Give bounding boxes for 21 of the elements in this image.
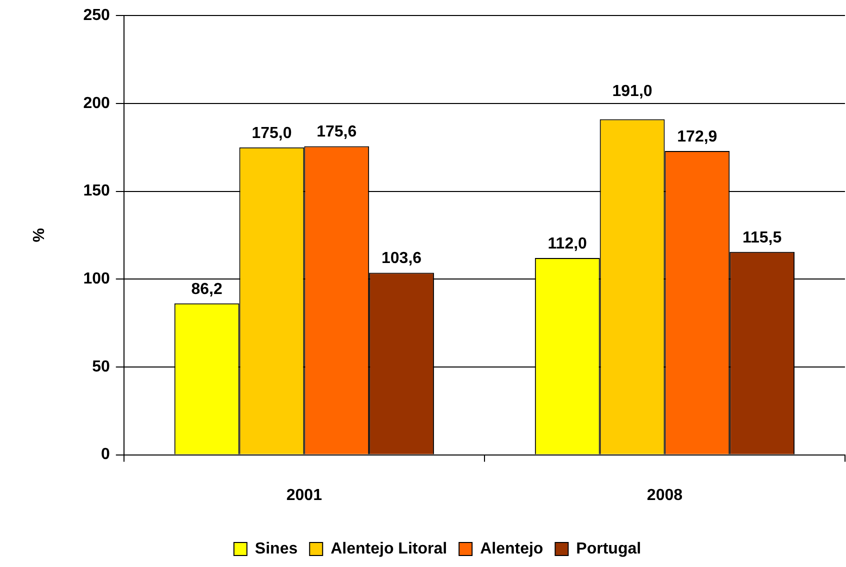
data-label: 103,6 <box>381 250 422 268</box>
y-tick-label: 0 <box>100 446 110 464</box>
legend-label: Alentejo <box>480 540 544 558</box>
y-tick-label: 100 <box>83 270 110 288</box>
data-label: 175,0 <box>252 124 292 142</box>
data-label: 172,9 <box>677 128 718 146</box>
legend-label: Alentejo Litoral <box>330 540 448 558</box>
data-label: 191,0 <box>612 82 652 100</box>
x-tick-label: 2001 <box>286 486 322 504</box>
y-tick-label: 250 <box>83 7 110 24</box>
data-label: 175,6 <box>316 124 357 141</box>
y-tick-label: 200 <box>83 94 110 112</box>
y-axis-title: % <box>31 228 48 242</box>
y-tick-label: 150 <box>83 182 110 200</box>
data-label: 86,2 <box>191 280 222 298</box>
data-label: 115,5 <box>742 229 782 246</box>
data-label: 112,0 <box>548 235 588 252</box>
legend-label: Portugal <box>576 540 642 558</box>
x-tick-label: 2008 <box>646 486 683 504</box>
y-tick-label: 50 <box>92 358 110 376</box>
legend-label: Sines <box>254 540 298 558</box>
